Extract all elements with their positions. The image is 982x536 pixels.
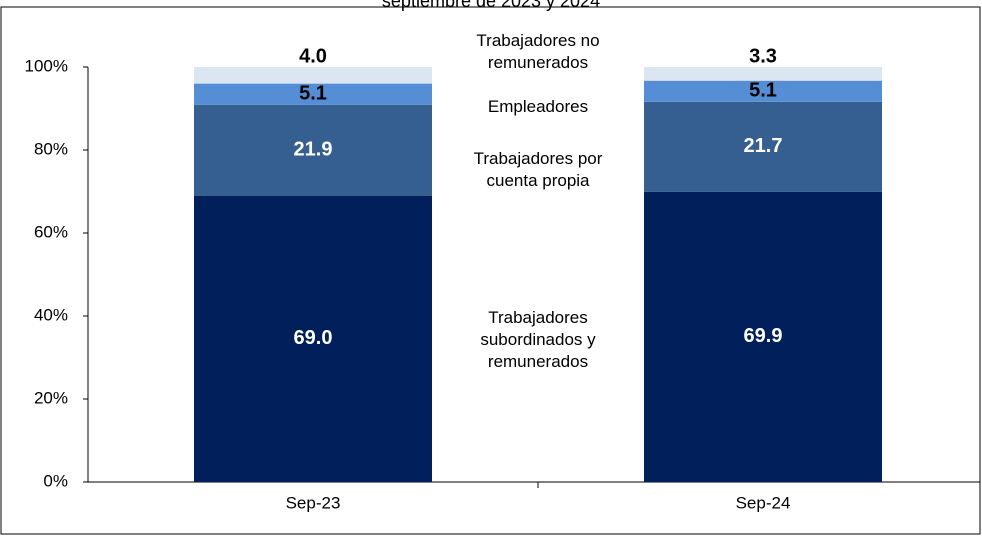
data-label: 4.0 [299,45,327,67]
data-label: 5.1 [299,82,327,104]
legend-label: Trabajadores por cuenta propia [473,149,603,190]
bar-segment [644,67,882,81]
y-tick-label: 20% [34,388,68,407]
y-tick-label: 40% [34,305,68,324]
bar-segment [644,191,882,483]
x-tick-label: Sep-24 [736,493,791,512]
y-tick-label: 80% [34,139,68,158]
data-label: 69.9 [744,325,783,347]
data-label: 69.0 [294,327,333,349]
data-label: 5.1 [749,80,777,102]
chart-title: septiembre de 2023 y 2024 [382,0,600,11]
legend-label: Empleadores [487,97,589,116]
x-tick-label: Sep-23 [286,493,341,512]
bar-segment [644,101,882,192]
bar-segment [194,195,432,482]
data-label: 21.7 [744,135,783,157]
y-tick-label: 100% [25,56,68,75]
bar-segment [194,67,432,84]
legend-label: Trabajadores subordinados y remunerados [480,308,596,371]
y-tick-label: 0% [43,471,68,490]
data-label: 3.3 [749,45,777,67]
bar-segment [194,83,432,105]
bar-segment [194,104,432,196]
bar-segment [644,80,882,102]
chart-frame [0,6,981,535]
y-tick-label: 60% [34,222,68,241]
data-label: 21.9 [294,138,333,160]
legend-label: Trabajadores no remunerados [476,31,600,72]
